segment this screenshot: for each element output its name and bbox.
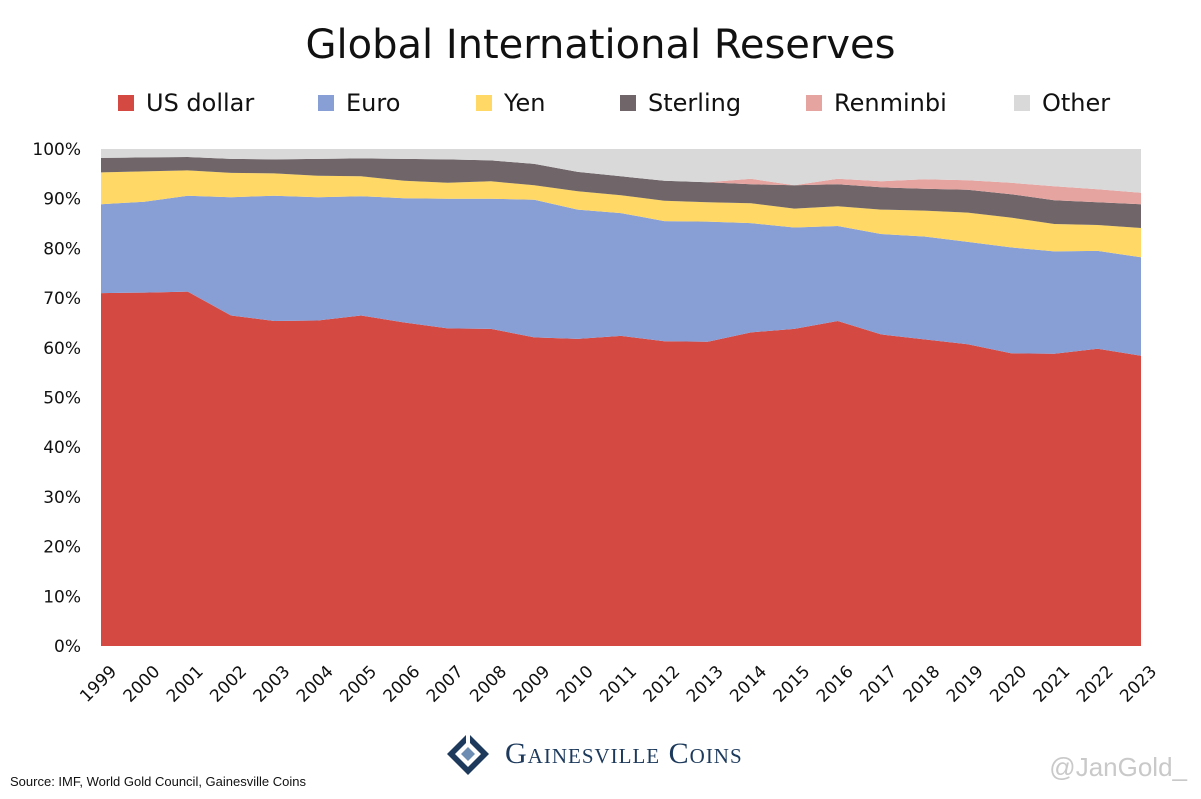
legend-swatch bbox=[806, 95, 822, 111]
y-tick-label: 0% bbox=[54, 637, 81, 657]
x-tick-label: 2004 bbox=[293, 662, 338, 707]
y-tick-label: 100% bbox=[32, 140, 81, 160]
x-tick-label: 2020 bbox=[986, 662, 1031, 707]
x-tick-label: 2008 bbox=[466, 662, 511, 707]
legend-label: Euro bbox=[346, 89, 401, 117]
legend-item: Renminbi bbox=[806, 86, 947, 120]
y-tick-label: 20% bbox=[43, 538, 81, 558]
y-tick-label: 90% bbox=[43, 190, 81, 210]
source-note: Source: IMF, World Gold Council, Gainesv… bbox=[10, 774, 306, 789]
area-series-euro bbox=[101, 195, 1141, 356]
legend-swatch bbox=[620, 95, 636, 111]
area-series-us-dollar bbox=[101, 291, 1141, 646]
legend-label: Other bbox=[1042, 89, 1111, 117]
x-tick-label: 2003 bbox=[250, 662, 295, 707]
gainesville-logo-icon bbox=[447, 733, 489, 775]
legend-swatch bbox=[476, 95, 492, 111]
y-tick-label: 80% bbox=[43, 239, 81, 259]
y-tick-label: 60% bbox=[43, 339, 81, 359]
legend-swatch bbox=[1014, 95, 1030, 111]
legend-label: Sterling bbox=[648, 89, 742, 117]
legend-item: US dollar bbox=[118, 86, 254, 120]
legend-label: US dollar bbox=[146, 89, 255, 117]
x-tick-label: 2019 bbox=[943, 662, 988, 707]
x-tick-label: 2006 bbox=[380, 662, 425, 707]
x-tick-label: 2021 bbox=[1030, 662, 1075, 707]
legend-item: Yen bbox=[476, 86, 545, 120]
x-tick-label: 2007 bbox=[423, 662, 468, 707]
x-tick-label: 2022 bbox=[1073, 662, 1118, 707]
x-tick-label: 2000 bbox=[120, 662, 165, 707]
x-tick-label: 2001 bbox=[163, 662, 208, 707]
x-tick-label: 1999 bbox=[76, 662, 121, 707]
legend: US dollar Euro Yen Sterling Renminbi Other bbox=[0, 86, 1201, 120]
area-series-other bbox=[101, 149, 1141, 193]
brand-name: Gainesville Coins bbox=[505, 737, 743, 770]
legend-label: Yen bbox=[504, 89, 546, 117]
x-tick-label: 2015 bbox=[770, 662, 815, 707]
x-tick-label: 2011 bbox=[596, 662, 641, 707]
legend-item: Euro bbox=[318, 86, 400, 120]
x-tick-label: 2002 bbox=[206, 662, 251, 707]
y-tick-label: 50% bbox=[43, 389, 81, 409]
x-tick-label: 2014 bbox=[726, 662, 771, 707]
x-tick-label: 2013 bbox=[683, 662, 728, 707]
x-tick-label: 2010 bbox=[553, 662, 598, 707]
y-tick-label: 40% bbox=[43, 438, 81, 458]
x-tick-label: 2005 bbox=[336, 662, 381, 707]
chart-title: Global International Reserves bbox=[305, 22, 896, 68]
x-tick-label: 2017 bbox=[856, 662, 901, 707]
x-tick-label: 2023 bbox=[1116, 662, 1161, 707]
legend-item: Sterling bbox=[620, 86, 741, 120]
area-series-yen bbox=[101, 170, 1141, 258]
y-tick-label: 70% bbox=[43, 289, 81, 309]
y-tick-label: 10% bbox=[43, 587, 81, 607]
watermark: @JanGold_ bbox=[1049, 752, 1187, 782]
legend-label: Renminbi bbox=[834, 89, 947, 117]
x-tick-label: 2018 bbox=[900, 662, 945, 707]
legend-swatch bbox=[118, 95, 134, 111]
area-series-renminbi bbox=[101, 157, 1141, 205]
y-tick-label: 30% bbox=[43, 488, 81, 508]
legend-swatch bbox=[318, 95, 334, 111]
x-tick-label: 2009 bbox=[510, 662, 555, 707]
area-series-sterling bbox=[101, 157, 1141, 228]
x-tick-label: 2016 bbox=[813, 662, 858, 707]
legend-item: Other bbox=[1014, 86, 1110, 120]
brand: Gainesville Coins bbox=[445, 728, 743, 780]
x-tick-label: 2012 bbox=[640, 662, 685, 707]
